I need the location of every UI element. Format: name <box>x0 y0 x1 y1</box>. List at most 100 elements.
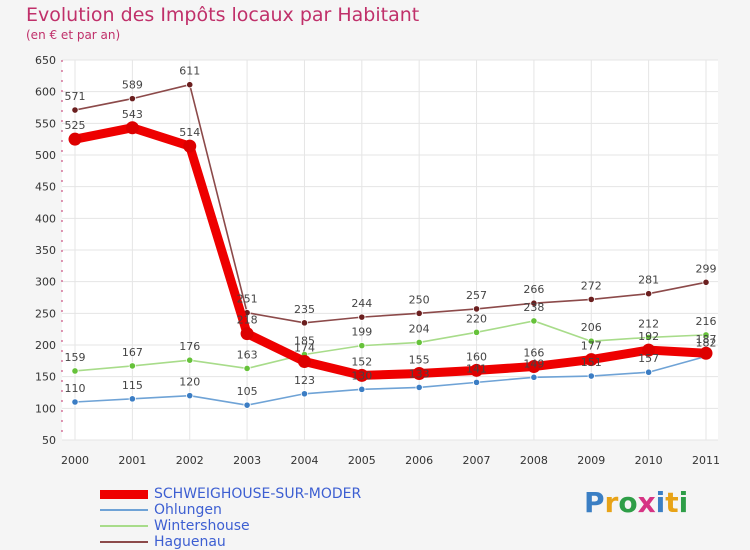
x-tick-label: 2011 <box>692 454 720 467</box>
data-label: 182 <box>696 336 717 349</box>
legend: SCHWEIGHOUSE-SUR-MODER Ohlungen Wintersh… <box>100 486 361 550</box>
data-label: 123 <box>294 374 315 387</box>
proxiti-logo: Proxiti <box>584 486 689 519</box>
data-point <box>587 295 595 303</box>
data-point <box>472 305 481 313</box>
data-label: 244 <box>351 297 372 310</box>
data-label: 160 <box>466 350 487 363</box>
y-tick-label: 100 <box>35 402 56 415</box>
y-tick-label: 150 <box>35 371 56 384</box>
legend-label: Haguenau <box>154 534 226 550</box>
series-line <box>74 355 707 406</box>
y-tick-label: 350 <box>35 244 56 257</box>
data-point <box>415 338 423 347</box>
data-point <box>355 368 369 382</box>
data-label: 238 <box>523 301 544 314</box>
series-line <box>74 320 707 372</box>
data-label: 272 <box>581 279 602 292</box>
data-label: 266 <box>523 283 544 296</box>
y-tick-label: 550 <box>35 117 56 130</box>
data-label: 251 <box>237 293 258 306</box>
data-label: 177 <box>581 340 602 353</box>
data-point <box>186 356 194 364</box>
y-tick-label: 600 <box>35 86 56 99</box>
data-point <box>358 313 366 321</box>
data-point <box>472 328 481 336</box>
data-label: 543 <box>122 108 143 121</box>
data-label: 163 <box>237 348 258 361</box>
data-point <box>358 385 366 393</box>
data-point <box>71 367 79 375</box>
x-tick-label: 2006 <box>405 454 433 467</box>
data-point <box>358 342 366 350</box>
data-point <box>527 360 541 374</box>
data-point <box>530 317 538 325</box>
data-point <box>415 309 423 317</box>
data-point <box>470 363 484 377</box>
data-point <box>300 319 309 327</box>
data-point <box>300 390 309 398</box>
x-tick-label: 2001 <box>118 454 146 467</box>
data-label: 141 <box>466 362 487 375</box>
y-tick-label: 250 <box>35 307 56 320</box>
data-label: 220 <box>466 312 487 325</box>
y-tick-label: 450 <box>35 181 56 194</box>
chart-subtitle: (en € et par an) <box>26 28 121 42</box>
data-point <box>645 333 653 341</box>
data-point <box>128 362 136 370</box>
chart-title: Evolution des Impôts locaux par Habitant <box>26 4 420 26</box>
data-label: 257 <box>466 289 487 302</box>
y-tick-label: 650 <box>35 54 56 67</box>
legend-swatch-ohlungen <box>100 509 148 511</box>
data-label: 192 <box>638 330 659 343</box>
legend-item: Wintershouse <box>100 518 361 534</box>
data-label: 133 <box>409 367 430 380</box>
data-label: 199 <box>351 326 372 339</box>
data-label: 204 <box>409 322 430 335</box>
data-label: 176 <box>179 340 200 353</box>
data-point <box>415 383 423 392</box>
legend-label: Wintershouse <box>154 518 250 534</box>
data-point <box>128 395 136 403</box>
data-label: 216 <box>696 315 717 328</box>
data-point <box>186 81 194 89</box>
data-point <box>71 106 79 114</box>
x-tick-label: 2008 <box>520 454 548 467</box>
legend-item: SCHWEIGHOUSE-SUR-MODER <box>100 486 361 502</box>
y-tick-label: 200 <box>35 339 56 352</box>
y-tick-label: 400 <box>35 212 56 225</box>
data-point <box>243 364 251 373</box>
data-label: 174 <box>294 341 315 354</box>
data-point <box>243 401 251 409</box>
x-tick-label: 2010 <box>635 454 663 467</box>
data-label: 525 <box>65 119 86 132</box>
data-label: 155 <box>409 354 430 367</box>
data-point <box>128 95 136 103</box>
data-point <box>183 139 197 153</box>
data-label: 115 <box>122 379 143 392</box>
data-point <box>645 368 653 376</box>
legend-item: Haguenau <box>100 534 361 550</box>
y-tick-label: 300 <box>35 276 56 289</box>
x-tick-label: 2002 <box>176 454 204 467</box>
data-point <box>645 290 653 298</box>
data-label: 299 <box>696 262 717 275</box>
data-label: 250 <box>409 293 430 306</box>
data-point <box>584 353 598 367</box>
data-point <box>412 367 426 380</box>
data-label: 152 <box>351 355 372 368</box>
data-label: 105 <box>237 385 258 398</box>
y-tick-label: 500 <box>35 149 56 162</box>
data-label: 167 <box>122 346 143 359</box>
legend-label: SCHWEIGHOUSE-SUR-MODER <box>154 486 362 502</box>
data-point <box>240 327 254 341</box>
legend-label: Ohlungen <box>154 502 222 518</box>
data-point <box>71 398 79 406</box>
data-point <box>68 132 82 146</box>
x-tick-label: 2004 <box>290 454 318 467</box>
data-label: 571 <box>65 90 86 103</box>
data-label: 235 <box>294 303 315 316</box>
data-label: 110 <box>65 382 86 395</box>
legend-item: Ohlungen <box>100 502 361 518</box>
